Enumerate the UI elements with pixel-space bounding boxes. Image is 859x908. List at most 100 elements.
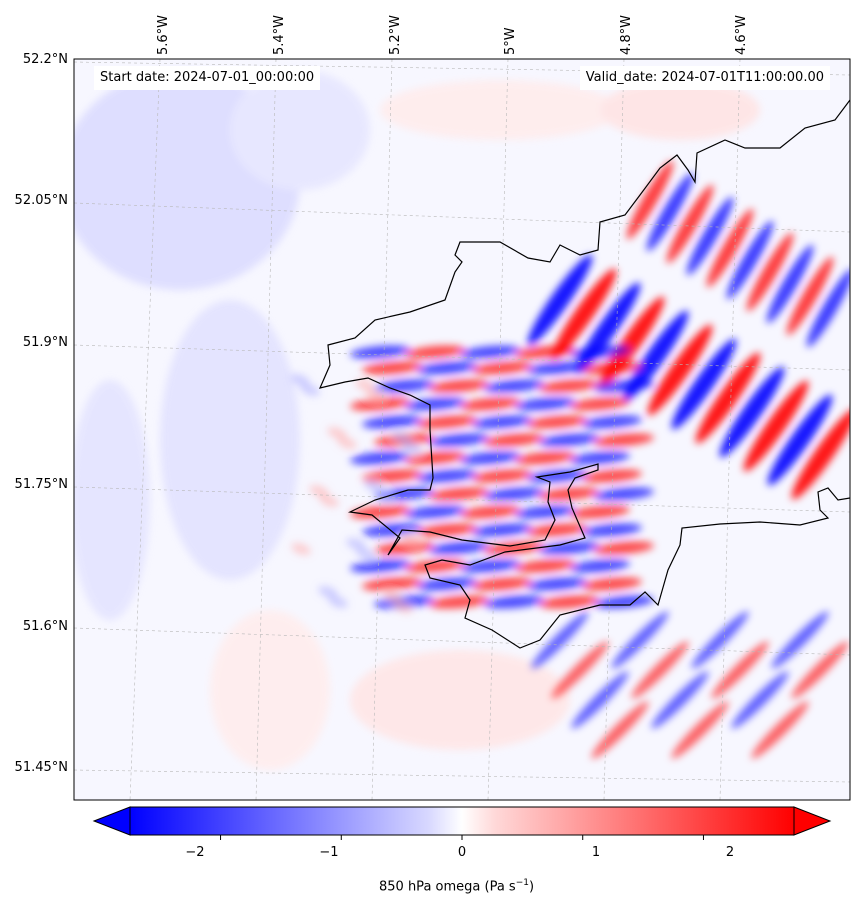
colorbar-label: 850 hPa omega (Pa s−1) [379,878,535,895]
omega-cell [611,611,669,669]
omega-cell [515,505,575,519]
map-frame [73,58,851,801]
omega-cell [515,451,575,465]
omega-cell [392,432,412,444]
colorbar-tick-label: −2 [185,845,205,860]
lat-label-51-45: 51.45°N [14,760,68,775]
omega-cell [401,533,421,545]
omega-cell [337,437,357,449]
omega-cell [551,641,609,699]
omega-cell [429,487,489,501]
colorbar-min-extend [92,806,131,836]
omega-cell [539,541,599,555]
omega-cell [570,451,630,465]
omega-cell [647,324,713,416]
omega-cell [539,595,599,609]
omega-cell [355,379,375,391]
omega-cell [671,338,737,430]
omega-cell [429,379,489,393]
omega-cell [623,310,689,402]
omega-cell [527,523,587,537]
omega-cell [686,196,734,276]
omega-cell [417,361,477,375]
coastline [318,99,850,649]
lon-label-5-4w: 5.4°W [272,14,287,55]
omega-cell [309,485,329,497]
omega-cell [484,433,544,447]
omega-cell [429,433,489,447]
omega-cell [731,671,789,729]
omega-cell [460,451,520,465]
omega-cell [594,487,654,501]
omega-cell [751,701,809,759]
omega-cell [651,671,709,729]
omega-cell [695,352,761,444]
lat-label-52-2: 52.2°N [22,52,68,67]
omega-cell [527,254,593,346]
omega-field [74,59,850,800]
omega-cell [374,541,434,555]
omega-cell [786,256,834,336]
omega-cell [291,543,311,555]
omega-cell [393,601,413,613]
omega-cell [646,172,694,252]
omega-cell [711,641,769,699]
colorbar-gradient [130,807,794,835]
omega-cell [767,394,833,486]
omega-cell [472,577,532,591]
omega-cell [350,397,410,411]
omega-cell [402,442,422,454]
omega-cell [374,379,434,393]
omega-cell [472,469,532,483]
omega-cell [527,415,587,429]
omega-cell [582,415,642,429]
omega-cell [327,427,347,439]
omega-cell [472,523,532,537]
omega-cell [350,451,410,465]
omega-cell [594,433,654,447]
omega-cell [571,671,629,729]
omega-cell [362,361,422,375]
omega-cell [318,586,338,598]
omega-cell [570,559,630,573]
omega-cell [362,577,422,591]
omega-cell [594,541,654,555]
lat-label-51-75: 51.75°N [14,477,68,492]
omega-cell [472,361,532,375]
omega-cell [594,379,654,393]
omega-cell [460,397,520,411]
omega-cell [671,701,729,759]
omega-cell [460,345,520,359]
omega-cell [527,577,587,591]
start-date-label: Start date: 2024-07-01_00:00:00 [94,66,321,90]
omega-cell [706,208,754,288]
lat-label-51-9: 51.9°N [22,335,68,350]
omega-cell [570,397,630,411]
omega-cell [766,244,814,324]
omega-cell [319,495,339,507]
omega-cell [484,487,544,501]
colorbar-tick-label: 1 [591,845,601,860]
omega-cell [719,366,785,458]
colorbar-max-extend [793,806,832,836]
omega-cell [582,469,642,483]
lon-label-5-6w: 5.6°W [156,14,171,55]
omega-cell [515,559,575,573]
omega-cell [531,611,589,669]
omega-cell [300,384,320,396]
omega-cell [806,268,850,348]
omega-cell [484,595,544,609]
valid-date-label: Valid_date: 2024-07-01T11:00:00.00 [579,66,830,90]
omega-cell [582,361,642,375]
lon-label-4-6w: 4.6°W [734,14,749,55]
omega-cell [429,595,489,609]
omega-cell [666,184,714,264]
lat-label-52-05: 52.05°N [14,193,68,208]
omega-cell [417,415,477,429]
omega-cell [539,433,599,447]
omega-cell [290,374,310,386]
omega-cell [350,505,410,519]
omega-cell [726,220,774,300]
omega-cell [527,361,587,375]
